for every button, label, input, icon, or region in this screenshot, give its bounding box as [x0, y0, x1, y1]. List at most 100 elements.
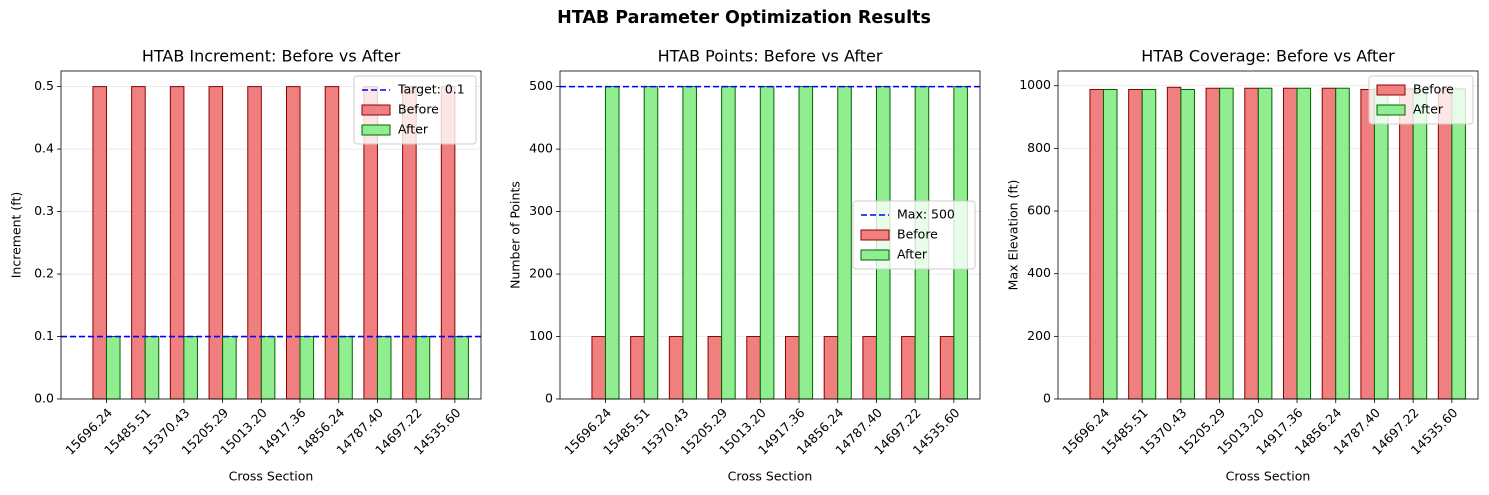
chart-title: HTAB Points: Before vs After	[658, 47, 883, 66]
y-tick-label: 0.3	[34, 203, 54, 218]
bar	[92, 86, 107, 400]
bar	[784, 336, 800, 400]
bar	[324, 86, 340, 400]
bar	[169, 86, 185, 400]
bar	[338, 336, 353, 400]
bar	[837, 86, 852, 400]
bar	[1128, 88, 1143, 400]
bar	[247, 86, 262, 400]
bar	[643, 86, 659, 400]
legend-patch	[1376, 84, 1406, 96]
legend-patch	[361, 124, 391, 136]
bar	[454, 336, 469, 400]
chart-title: HTAB Coverage: Before vs After	[1141, 47, 1395, 66]
bar	[1335, 87, 1350, 400]
legend-label: Before	[897, 227, 938, 242]
bar	[183, 336, 198, 400]
legend: Target: 0.1 Before After	[353, 75, 477, 145]
bar	[901, 336, 916, 400]
y-tick-label: 400	[529, 141, 553, 156]
bar	[604, 86, 620, 400]
bar	[1373, 88, 1389, 400]
bar	[798, 86, 814, 400]
bar	[668, 336, 684, 400]
bar	[1399, 88, 1414, 400]
y-tick-label: 0.5	[34, 78, 54, 93]
y-axis-label: Increment (ft)	[9, 192, 24, 279]
bar	[1412, 88, 1428, 400]
legend-patch	[860, 229, 890, 241]
legend-patch	[361, 104, 391, 116]
bar	[759, 86, 775, 400]
bar	[1282, 87, 1298, 400]
y-tick-label: 600	[1027, 203, 1051, 218]
chart-title: HTAB Increment: Before vs After	[142, 47, 401, 66]
y-tick-label: 1000	[1019, 77, 1051, 92]
bar	[630, 336, 645, 400]
y-tick-label: 0.4	[34, 141, 54, 156]
bar	[1219, 87, 1234, 400]
plot-frame	[1057, 70, 1479, 400]
bar	[1451, 88, 1466, 400]
legend-label: After	[1413, 102, 1444, 117]
bar	[376, 336, 392, 400]
y-tick-label: 0	[545, 391, 553, 406]
bar	[299, 336, 315, 400]
bar	[1437, 88, 1453, 400]
x-axis-label: Cross Section	[1226, 469, 1311, 484]
bar	[682, 86, 697, 400]
bar	[1257, 87, 1273, 400]
y-tick-label: 200	[529, 266, 553, 281]
bar	[1296, 87, 1312, 400]
bar	[1205, 87, 1221, 400]
y-tick-label: 0.1	[34, 328, 54, 343]
bar	[222, 336, 237, 400]
plot-frame	[60, 70, 482, 400]
legend: Max: 500 Before After	[852, 200, 976, 270]
bar	[1321, 87, 1337, 400]
legend-label: Before	[398, 102, 439, 117]
legend-patch	[1376, 104, 1406, 116]
legend-label: After	[897, 247, 928, 262]
x-axis-label: Cross Section	[229, 469, 314, 484]
legend-label: Max: 500	[897, 207, 955, 222]
bar	[1089, 88, 1104, 400]
y-tick-label: 0	[1043, 391, 1051, 406]
y-axis-label: Number of Points	[508, 181, 523, 289]
bar	[1180, 88, 1195, 400]
y-tick-label: 500	[529, 78, 553, 93]
bar	[285, 86, 301, 400]
bar	[1102, 88, 1118, 400]
bar	[823, 336, 839, 400]
y-axis-label: Max Elevation (ft)	[1006, 180, 1021, 291]
y-tick-label: 0.0	[34, 391, 54, 406]
bar	[260, 336, 276, 400]
bar	[208, 86, 224, 400]
legend-patch	[860, 249, 890, 261]
plot-frame	[559, 70, 981, 400]
figure-title: HTAB Parameter Optimization Results	[557, 8, 931, 28]
legend-label: After	[398, 122, 429, 137]
bar	[144, 336, 160, 400]
legend-label: Target: 0.1	[397, 82, 465, 97]
y-tick-label: 400	[1027, 265, 1051, 280]
bar	[721, 86, 736, 400]
y-tick-label: 800	[1027, 140, 1051, 155]
bar	[415, 336, 431, 400]
legend: Before After	[1368, 75, 1474, 125]
bar	[1244, 87, 1259, 400]
bar	[939, 336, 955, 400]
y-tick-label: 0.2	[34, 266, 54, 281]
bar	[131, 86, 146, 400]
bar	[1360, 88, 1375, 400]
bar	[746, 336, 761, 400]
y-tick-label: 100	[529, 328, 553, 343]
legend-label: Before	[1413, 82, 1454, 97]
bar	[862, 336, 877, 400]
bar	[105, 336, 121, 400]
y-tick-label: 300	[529, 203, 553, 218]
bar	[1166, 86, 1182, 400]
bar	[591, 336, 606, 400]
